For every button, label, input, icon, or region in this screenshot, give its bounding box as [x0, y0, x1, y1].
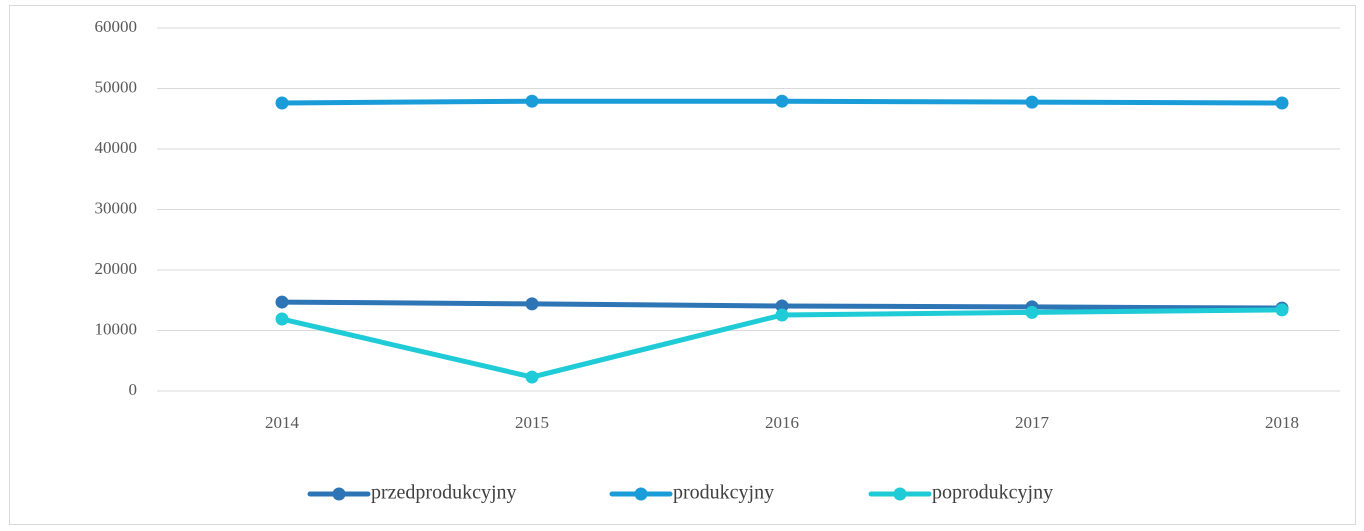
y-tick-label: 50000 [95, 77, 138, 96]
data-point [275, 312, 289, 326]
data-point [1275, 303, 1289, 317]
legend-marker [332, 487, 346, 501]
data-point [275, 295, 289, 309]
data-point [775, 299, 789, 313]
chart-frame [9, 5, 1356, 525]
data-point [525, 297, 539, 311]
data-point [1025, 305, 1039, 319]
x-tick-label: 2015 [515, 413, 549, 432]
data-point [775, 308, 789, 322]
data-point [1275, 96, 1289, 110]
legend-marker [893, 487, 907, 501]
y-tick-label: 10000 [95, 319, 138, 338]
y-tick-label: 60000 [95, 17, 138, 36]
data-point [1025, 95, 1039, 109]
y-tick-label: 0 [129, 380, 138, 399]
x-tick-label: 2016 [765, 413, 799, 432]
data-point [525, 370, 539, 384]
data-point [775, 94, 789, 108]
legend-label: produkcyjny [673, 482, 774, 504]
x-tick-label: 2014 [265, 413, 300, 432]
x-tick-label: 2018 [1265, 413, 1299, 432]
y-tick-label: 40000 [95, 138, 138, 157]
legend-label: przedprodukcyjny [371, 482, 517, 504]
y-tick-label: 30000 [95, 198, 138, 217]
y-tick-label: 20000 [95, 259, 138, 278]
data-point [525, 94, 539, 108]
legend-label: poprodukcyjny [932, 482, 1053, 504]
data-point [275, 96, 289, 110]
x-tick-label: 2017 [1015, 413, 1050, 432]
legend-marker [634, 487, 648, 501]
